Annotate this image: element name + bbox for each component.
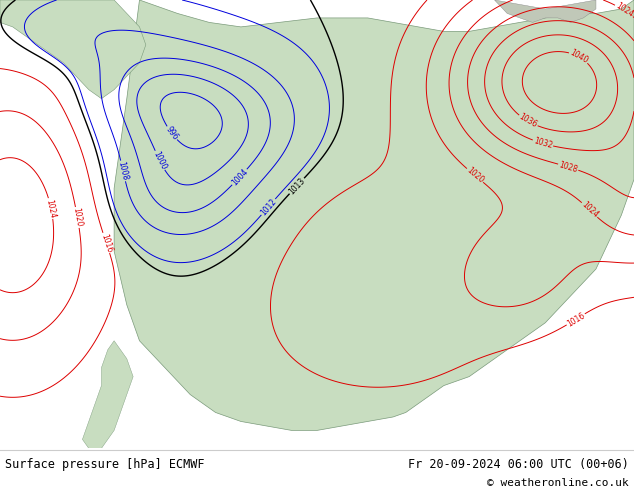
Text: 1024: 1024 — [44, 198, 58, 219]
Text: 1024: 1024 — [579, 200, 600, 220]
Text: 1000: 1000 — [152, 150, 168, 171]
Text: 1008: 1008 — [117, 161, 129, 181]
Text: 1020: 1020 — [465, 166, 485, 185]
Text: 1012: 1012 — [259, 197, 278, 217]
Polygon shape — [114, 0, 634, 430]
Text: 1004: 1004 — [230, 167, 250, 187]
Text: 1036: 1036 — [517, 112, 539, 130]
Text: 1040: 1040 — [568, 48, 590, 66]
Text: Fr 20-09-2024 06:00 UTC (00+06): Fr 20-09-2024 06:00 UTC (00+06) — [408, 458, 629, 471]
Text: 996: 996 — [164, 124, 180, 142]
Polygon shape — [82, 341, 133, 448]
Text: Surface pressure [hPa] ECMWF: Surface pressure [hPa] ECMWF — [5, 458, 205, 471]
Text: 1024: 1024 — [614, 1, 634, 20]
Text: 1013: 1013 — [287, 176, 307, 196]
Polygon shape — [495, 0, 596, 23]
Text: 1020: 1020 — [71, 207, 84, 228]
Text: 1016: 1016 — [99, 232, 113, 253]
Text: 1016: 1016 — [565, 311, 586, 328]
Text: 1032: 1032 — [533, 136, 553, 150]
Polygon shape — [0, 0, 146, 98]
Text: © weatheronline.co.uk: © weatheronline.co.uk — [487, 478, 629, 489]
Text: 1028: 1028 — [558, 160, 579, 174]
